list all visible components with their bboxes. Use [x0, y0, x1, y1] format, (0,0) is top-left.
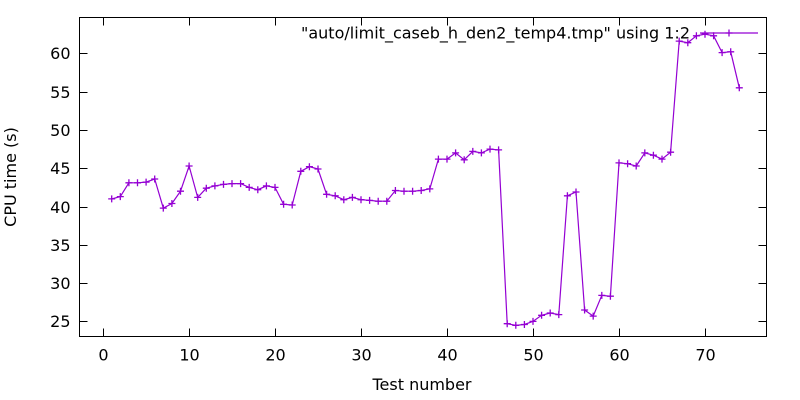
- y-tick-label: 25: [50, 312, 70, 331]
- x-axis-title: Test number: [371, 375, 471, 394]
- x-tick-label: 50: [523, 346, 543, 365]
- y-tick-label: 45: [50, 159, 70, 178]
- y-axis-title: CPU time (s): [1, 127, 20, 227]
- x-tick-label: 0: [98, 346, 108, 365]
- data-point-markers: [108, 30, 743, 329]
- x-tick-label: 40: [437, 346, 457, 365]
- x-tick-label: 30: [351, 346, 371, 365]
- x-tick-label: 70: [695, 346, 715, 365]
- y-tick-label: 50: [50, 121, 70, 140]
- legend-sample-marker: [725, 29, 733, 37]
- x-tick-label: 20: [265, 346, 285, 365]
- y-tick-label: 30: [50, 274, 70, 293]
- plot-border: [79, 17, 767, 337]
- y-tick-label: 35: [50, 236, 70, 255]
- x-tick-label: 10: [179, 346, 199, 365]
- y-tick-label: 40: [50, 198, 70, 217]
- x-tick-label: 60: [609, 346, 629, 365]
- legend-label: "auto/limit_caseb_h_den2_temp4.tmp" usin…: [301, 24, 690, 44]
- y-tick-label: 55: [50, 83, 70, 102]
- data-line: [111, 33, 740, 326]
- y-tick-label: 60: [50, 44, 70, 63]
